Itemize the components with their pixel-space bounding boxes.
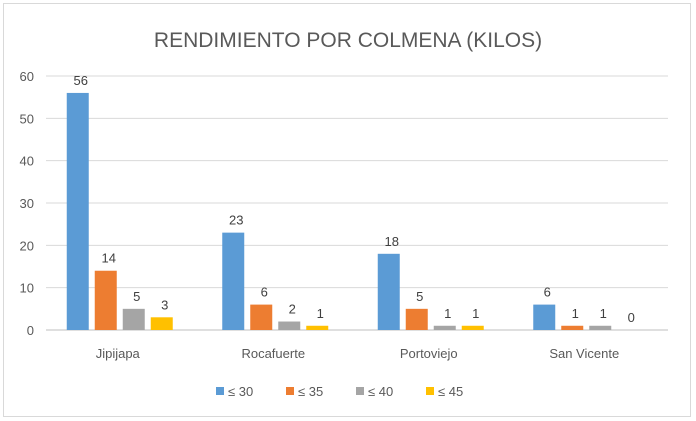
legend-item: ≤ 30: [216, 384, 253, 399]
bar: [66, 92, 89, 330]
bar: [306, 325, 329, 330]
category-label: Jipijapa: [96, 346, 141, 361]
y-axis-ticks: 0 10 20 30 40 50 60: [20, 69, 34, 338]
data-label: 23: [229, 213, 243, 228]
bar: [533, 304, 556, 330]
legend-swatch: [216, 387, 224, 395]
legend-swatch: [286, 387, 294, 395]
bar: [589, 325, 612, 330]
legend-label: ≤ 45: [438, 384, 463, 399]
bar: [405, 308, 428, 330]
legend-label: ≤ 35: [298, 384, 323, 399]
data-label: 6: [544, 285, 551, 300]
data-label: 0: [628, 310, 635, 325]
y-tick-label: 10: [20, 281, 34, 296]
legend-label: ≤ 30: [228, 384, 253, 399]
bar: [122, 308, 145, 330]
y-tick-label: 0: [27, 323, 34, 338]
bar: [461, 325, 484, 330]
legend-item: ≤ 40: [356, 384, 393, 399]
data-label: 1: [572, 306, 579, 321]
chart-frame: RENDIMIENTO POR COLMENA (KILOS) 0 10 20 30 4…: [3, 3, 691, 417]
data-label: 5: [133, 289, 140, 304]
data-label: 1: [317, 306, 324, 321]
category-label: Portoviejo: [400, 346, 458, 361]
data-label: 1: [472, 306, 479, 321]
gridlines: [46, 75, 668, 331]
data-label: 6: [261, 285, 268, 300]
y-tick-label: 30: [20, 196, 34, 211]
y-tick-label: 50: [20, 111, 34, 126]
bars: [66, 92, 612, 330]
data-label: 2: [289, 302, 296, 317]
bar: [377, 253, 400, 330]
category-label: San Vicente: [549, 346, 619, 361]
legend-label: ≤ 40: [368, 384, 393, 399]
bar: [433, 325, 456, 330]
bar: [278, 321, 301, 330]
bar: [94, 270, 117, 330]
data-label: 1: [444, 306, 451, 321]
bar: [150, 317, 173, 330]
bar: [561, 325, 584, 330]
legend: ≤ 30 ≤ 35 ≤ 40 ≤ 45: [216, 384, 463, 399]
bar: [250, 304, 273, 330]
data-label: 1: [600, 306, 607, 321]
bar: [222, 232, 245, 330]
data-label: 5: [416, 289, 423, 304]
chart-title: RENDIMIENTO POR COLMENA (KILOS): [154, 29, 542, 52]
bar-chart: RENDIMIENTO POR COLMENA (KILOS) 01020304…: [20, 29, 668, 399]
legend-swatch: [356, 387, 364, 395]
data-label: 56: [74, 73, 88, 88]
data-label: 3: [161, 297, 168, 312]
y-tick-label: 20: [20, 238, 34, 253]
data-label: 14: [102, 251, 116, 266]
y-tick-label: 60: [20, 69, 34, 84]
x-axis-categories: Jipijapa Rocafuerte Portoviejo San Vicente: [96, 346, 619, 361]
legend-swatch: [426, 387, 434, 395]
y-tick-label: 40: [20, 154, 34, 169]
legend-item: ≤ 35: [286, 384, 323, 399]
category-label: Rocafuerte: [241, 346, 305, 361]
legend-item: ≤ 45: [426, 384, 463, 399]
data-label: 18: [385, 234, 399, 249]
